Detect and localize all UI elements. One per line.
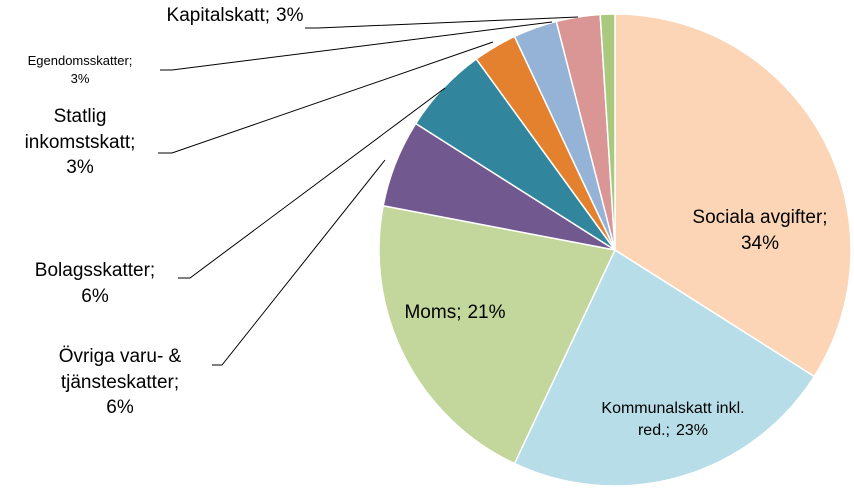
value-label: 34% xyxy=(740,232,780,254)
slice-label: Bolagsskatter; 6% xyxy=(10,258,180,309)
value-label: 23% xyxy=(675,421,709,439)
pie-slice xyxy=(599,13,616,251)
value-label: 6% xyxy=(81,285,109,307)
category-label: Moms; xyxy=(404,302,462,323)
value-label: 3% xyxy=(70,70,90,86)
value-label: 3% xyxy=(276,5,304,26)
category-label: Statlig inkomstskatt; xyxy=(24,106,136,153)
category-label: Egendomsskatter; xyxy=(27,53,133,68)
category-label: Sociala avgifter; xyxy=(692,207,828,228)
slice-label: Sociala avgifter; 34% xyxy=(680,205,840,256)
slice-label: Statlig inkomstskatt; 3% xyxy=(5,104,155,181)
category-label: Övriga varu- & tjänsteskatter; xyxy=(58,346,182,393)
leader-line xyxy=(178,87,446,279)
value-label: 3% xyxy=(66,157,94,179)
category-label: Bolagsskatter; xyxy=(34,260,156,281)
leader-line xyxy=(212,159,386,366)
value-label: 6% xyxy=(106,397,134,419)
leader-line xyxy=(160,21,553,71)
value-label: 21% xyxy=(467,302,506,323)
slice-label: Kommunalskatt inkl. red.; 23% xyxy=(598,398,748,441)
slice-label: Moms; 21% xyxy=(365,300,545,326)
pie-slice xyxy=(378,204,617,465)
pie-slice xyxy=(513,248,816,487)
pie-slice xyxy=(614,13,852,378)
slice-label: Egendomsskatter; 3% xyxy=(0,52,160,87)
slice-label: Kapitalskatt; 3% xyxy=(160,3,310,29)
leader-line xyxy=(305,16,579,29)
category-label: Kommunalskatt inkl. red.; xyxy=(601,400,745,439)
category-label: Kapitalskatt; xyxy=(166,5,271,26)
leader-line xyxy=(158,41,494,154)
slice-label: Övriga varu- & tjänsteskatter; 6% xyxy=(30,344,210,421)
